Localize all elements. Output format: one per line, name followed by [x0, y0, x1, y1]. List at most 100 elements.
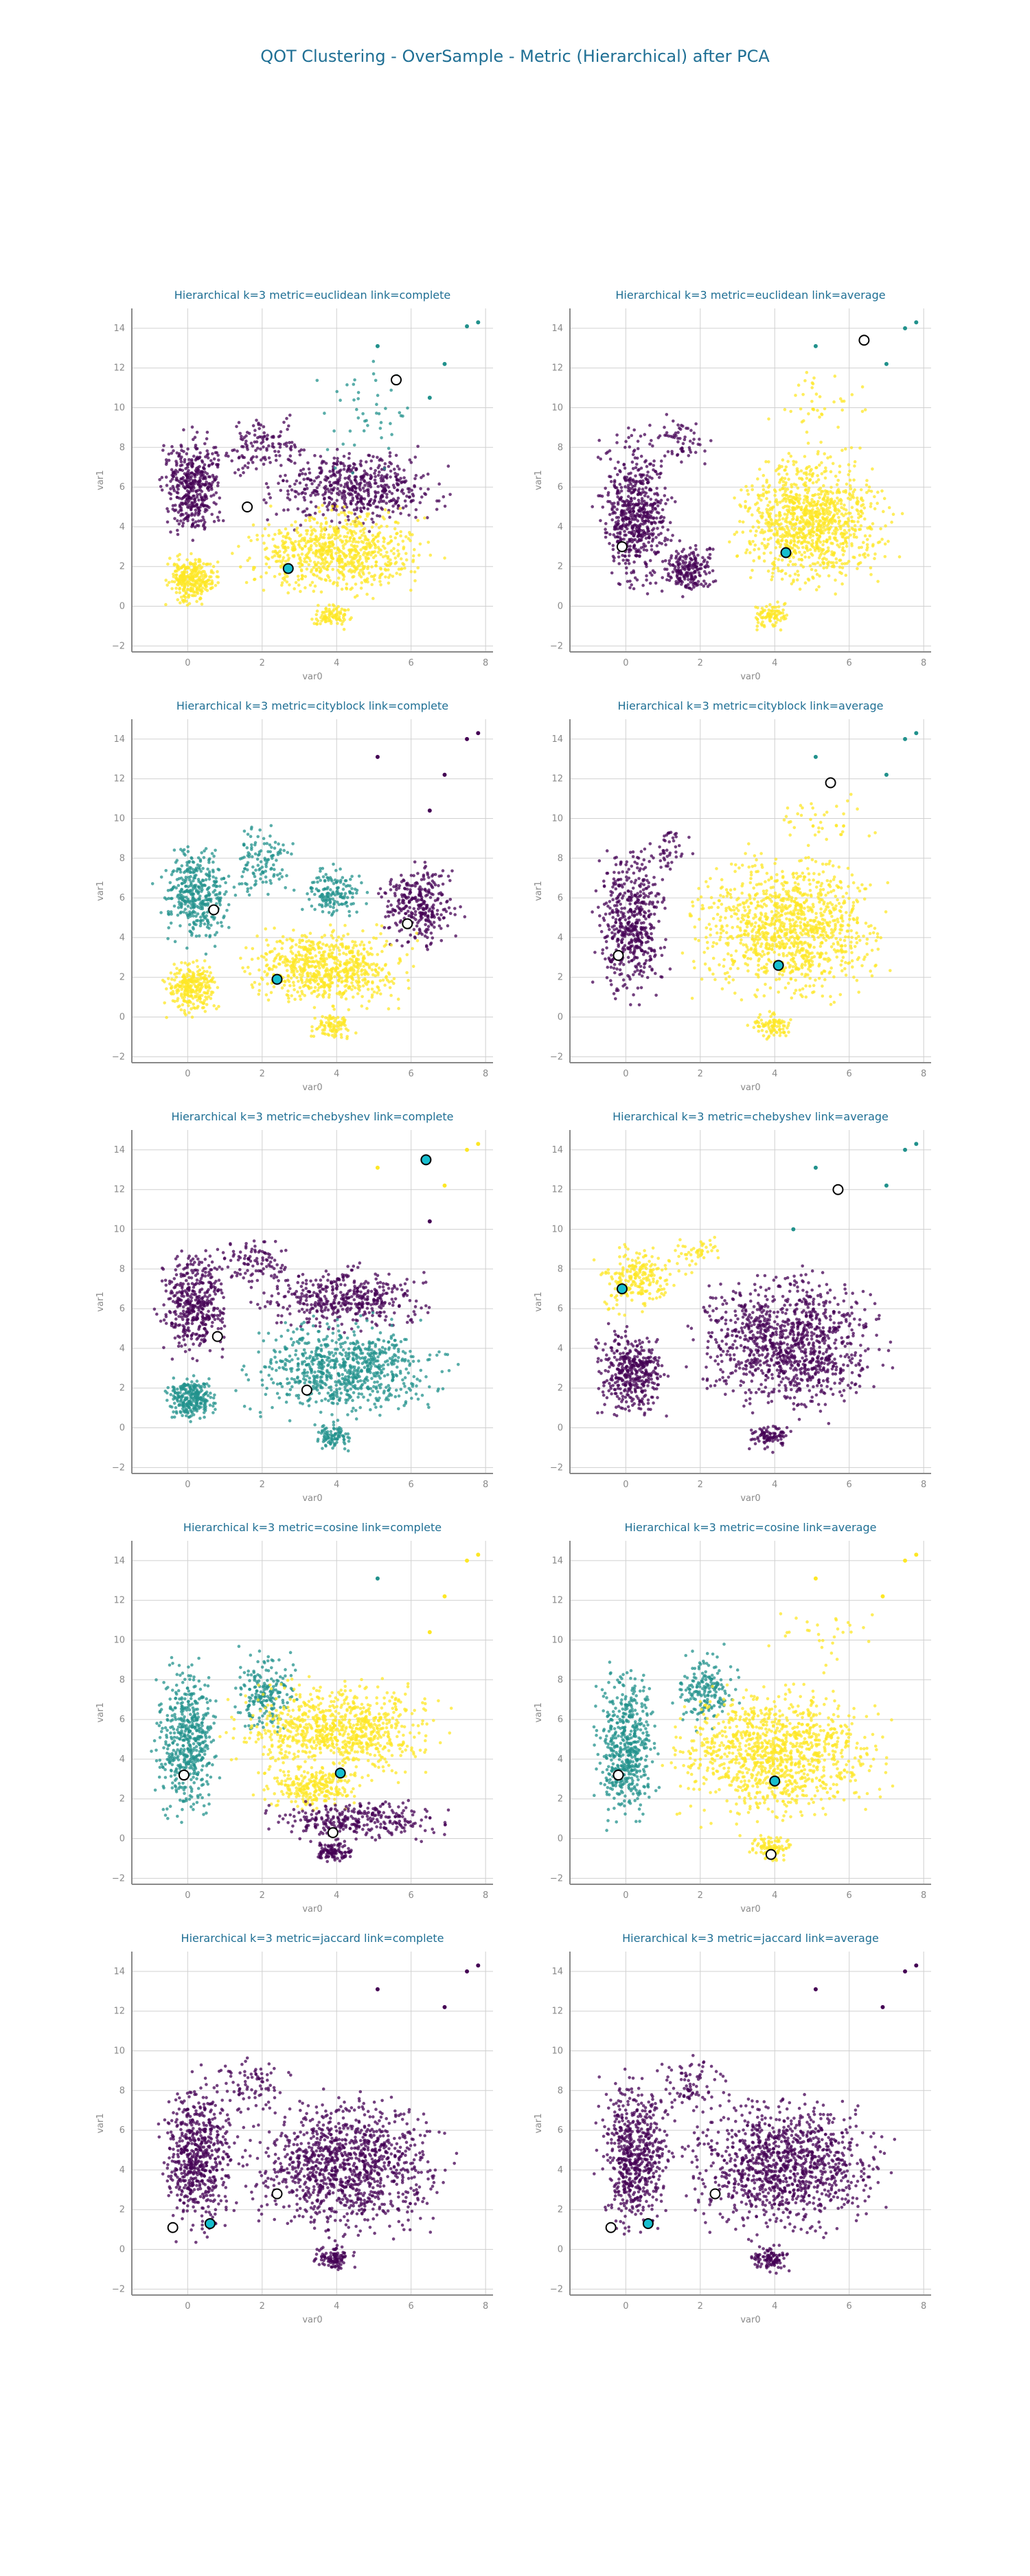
data-point [183, 890, 187, 894]
data-point [819, 440, 823, 444]
data-point [203, 911, 206, 915]
data-point [616, 527, 620, 531]
data-point [207, 464, 211, 468]
data-point [279, 430, 283, 433]
data-point [347, 510, 351, 515]
data-point [706, 585, 710, 589]
y-tick-label: 14 [113, 324, 125, 334]
data-point [746, 489, 749, 493]
data-point [192, 876, 196, 880]
data-point [276, 851, 280, 855]
data-point [247, 535, 251, 539]
data-point [261, 880, 265, 884]
data-point [394, 453, 398, 457]
data-point [650, 548, 654, 552]
cluster-center [242, 501, 253, 513]
data-point [179, 848, 183, 851]
data-point [325, 505, 329, 508]
data-point [189, 583, 193, 586]
data-point [353, 512, 357, 516]
data-point [186, 462, 190, 466]
data-point [611, 547, 615, 552]
data-point [291, 842, 295, 846]
data-point [410, 499, 413, 503]
data-point [325, 476, 330, 480]
data-point [343, 613, 347, 617]
data-point [171, 887, 174, 890]
data-point [386, 542, 390, 545]
data-point [304, 519, 308, 522]
data-point [705, 572, 708, 576]
data-point [203, 849, 206, 852]
data-point [779, 628, 783, 632]
data-point [867, 553, 870, 557]
data-point [654, 581, 658, 585]
data-point [170, 468, 174, 471]
data-point [650, 574, 654, 577]
data-point [662, 516, 666, 519]
data-point [194, 868, 198, 872]
data-point [167, 452, 171, 456]
data-point [272, 863, 275, 867]
data-point [299, 468, 303, 473]
data-point [357, 874, 361, 878]
data-point [209, 575, 213, 578]
data-point [268, 461, 272, 464]
data-point [180, 481, 184, 484]
data-point [364, 580, 367, 583]
data-point [211, 915, 215, 918]
data-point [371, 455, 375, 458]
data-point [810, 474, 814, 478]
data-point [348, 528, 352, 532]
data-point [663, 425, 666, 429]
data-point [347, 456, 351, 460]
data-point [313, 907, 317, 912]
data-point [639, 454, 643, 458]
data-point [198, 455, 202, 459]
data-point [804, 546, 808, 550]
data-point [847, 473, 850, 477]
data-point [174, 591, 179, 594]
data-point [187, 602, 192, 605]
data-point [339, 462, 343, 466]
data-point [319, 590, 323, 594]
data-point [812, 376, 816, 380]
data-point [308, 516, 311, 519]
data-point [266, 486, 270, 489]
data-point [256, 835, 260, 839]
data-point [384, 562, 387, 566]
data-point [773, 612, 777, 615]
data-point [280, 583, 284, 587]
data-point [796, 496, 799, 500]
data-point [308, 898, 311, 901]
data-point [266, 518, 269, 522]
data-point [676, 436, 680, 440]
data-point [308, 583, 312, 587]
data-point [338, 476, 342, 479]
data-point [184, 499, 188, 503]
data-point [383, 462, 387, 466]
data-point [840, 535, 844, 539]
data-point [821, 557, 825, 561]
data-point [187, 457, 191, 462]
data-point [667, 562, 671, 565]
data-point [880, 489, 884, 493]
data-point [326, 508, 330, 512]
data-point [661, 576, 664, 580]
data-point [694, 547, 698, 551]
data-point [793, 526, 797, 530]
data-point [812, 500, 816, 504]
data-point [847, 528, 851, 532]
data-point [335, 499, 339, 502]
data-point [282, 576, 285, 580]
data-point [321, 552, 325, 556]
data-point [845, 531, 849, 534]
data-point [211, 565, 216, 568]
data-point [838, 525, 842, 528]
data-point [191, 462, 195, 466]
data-point [374, 491, 378, 495]
data-point [206, 456, 210, 460]
data-point [850, 495, 854, 499]
data-point [810, 567, 814, 572]
data-point [783, 407, 787, 411]
